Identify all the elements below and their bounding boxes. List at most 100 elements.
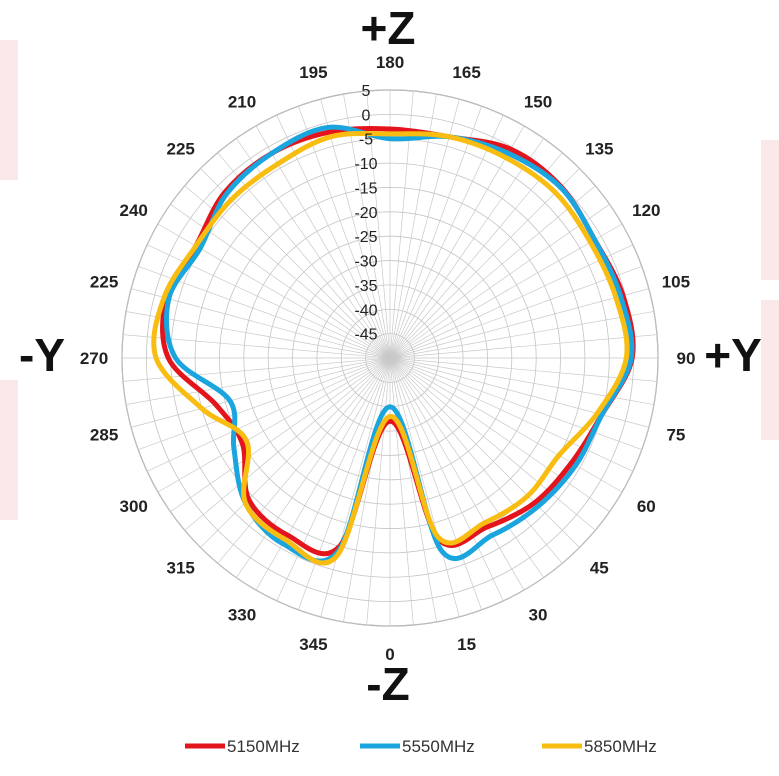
angle-tick-label: 180: [376, 53, 404, 72]
radial-tick-label: 0: [362, 107, 371, 124]
grid-spoke: [389, 357, 634, 472]
grid-spoke: [217, 357, 391, 564]
background-decoration-right-bottom: [761, 300, 779, 440]
angle-tick-label: 300: [120, 497, 148, 516]
grid-spoke: [389, 223, 623, 359]
background-decoration-right-top: [761, 140, 779, 280]
angle-tick-label: 150: [524, 93, 552, 112]
grid-spoke: [389, 357, 437, 622]
grid-spoke: [389, 357, 414, 626]
angle-tick-label: 195: [299, 63, 327, 82]
background-decoration-left-bottom: [0, 380, 18, 520]
grid-spoke: [389, 357, 504, 602]
angle-tick-label: 210: [228, 93, 256, 112]
angle-tick-label: 330: [228, 605, 256, 624]
grid-spoke: [389, 357, 563, 564]
grid-spoke: [157, 357, 391, 493]
grid-spoke: [389, 357, 658, 382]
radial-tick-labels: 5 0 -5 -10 -15 -20 -25 -30 -35 -40 -45: [354, 83, 377, 344]
legend: 5150MHz 5550MHz 5850MHz: [185, 737, 657, 756]
grid-spoke: [389, 266, 642, 359]
grid-spoke: [389, 357, 525, 591]
angle-tick-label: 165: [452, 63, 480, 82]
grid-spoke: [389, 152, 563, 359]
grid-spoke: [276, 357, 391, 602]
angle-tick-label: 60: [637, 497, 656, 516]
grid-spoke: [389, 357, 596, 531]
grid-spoke: [138, 266, 391, 359]
radial-tick-label: -30: [354, 254, 377, 271]
radial-tick-label: -15: [354, 181, 377, 198]
grid-spoke: [138, 357, 391, 450]
angle-tick-label: 75: [666, 426, 685, 445]
angle-tick-label: 345: [299, 635, 327, 654]
angle-tick-label: 240: [120, 201, 148, 220]
grid-spoke: [131, 288, 391, 359]
angle-tick-labels: 0 15 30 45 60 75 90 105 120 135 150 165 180 195 210 225…: [80, 53, 696, 664]
grid-spoke: [389, 357, 545, 578]
grid-spoke: [389, 311, 654, 359]
radial-tick-label: -45: [354, 327, 377, 344]
angle-tick-label: 135: [585, 140, 613, 159]
grid-spoke: [389, 185, 596, 359]
grid-spoke: [389, 334, 658, 359]
grid-spoke: [366, 357, 391, 626]
radial-tick-label: -10: [354, 156, 377, 173]
polar-grid: [121, 89, 659, 627]
grid-spoke: [389, 106, 482, 359]
angle-tick-label: 120: [632, 201, 660, 220]
axis-label-top: +Z: [361, 2, 416, 54]
radial-tick-label: -35: [354, 278, 377, 295]
grid-spoke: [389, 357, 623, 493]
radial-tick-label: 5: [362, 83, 371, 100]
axis-labels: +Z -Z -Y +Y: [19, 2, 762, 710]
grid-spoke: [389, 357, 482, 610]
grid-spoke: [255, 357, 391, 591]
grid-spoke: [389, 99, 460, 359]
angle-tick-label: 225: [90, 272, 118, 291]
grid-spoke: [184, 357, 391, 531]
angle-tick-label: 90: [677, 349, 696, 368]
grid-spoke: [298, 106, 391, 359]
angle-tick-label: 0: [385, 645, 394, 664]
grid-spoke: [389, 138, 545, 359]
grid-spoke: [389, 357, 642, 450]
axis-label-right: +Y: [704, 329, 762, 381]
legend-label-5550MHz: 5550MHz: [402, 737, 475, 756]
grid-spoke: [298, 357, 391, 610]
series-line-5550MHz: [163, 124, 635, 564]
angle-tick-label: 270: [80, 349, 108, 368]
grid-spoke: [131, 357, 391, 428]
background-decoration-left-top: [0, 40, 18, 180]
grid-spoke: [389, 114, 504, 359]
grid-spoke: [320, 357, 391, 617]
grid-spoke: [389, 357, 649, 428]
radial-tick-label: -20: [354, 205, 377, 222]
grid-spoke: [320, 99, 391, 359]
angle-tick-label: 15: [457, 635, 476, 654]
angle-tick-label: 105: [662, 272, 690, 291]
grid-spoke: [343, 94, 391, 359]
series-line-5850MHz: [151, 130, 630, 566]
grid-spoke: [389, 357, 460, 617]
angle-tick-label: 45: [590, 558, 609, 577]
grid-spoke: [200, 357, 391, 548]
grid-spoke: [235, 357, 391, 578]
grid-spoke: [146, 357, 391, 472]
grid-spoke: [389, 244, 634, 359]
grid-spoke: [389, 125, 525, 359]
axis-label-bottom: -Z: [366, 658, 409, 710]
angle-tick-label: 285: [90, 426, 118, 445]
grid-spoke: [126, 311, 391, 359]
grid-spoke: [389, 357, 580, 548]
radial-tick-label: -40: [354, 302, 377, 319]
grid-spoke: [126, 357, 391, 405]
grid-spoke: [389, 288, 649, 359]
angle-tick-label: 315: [167, 558, 195, 577]
radial-tick-label: -25: [354, 229, 377, 246]
legend-label-5150MHz: 5150MHz: [227, 737, 300, 756]
axis-label-left: -Y: [19, 329, 65, 381]
legend-label-5850MHz: 5850MHz: [584, 737, 657, 756]
series-layer: [151, 124, 636, 566]
